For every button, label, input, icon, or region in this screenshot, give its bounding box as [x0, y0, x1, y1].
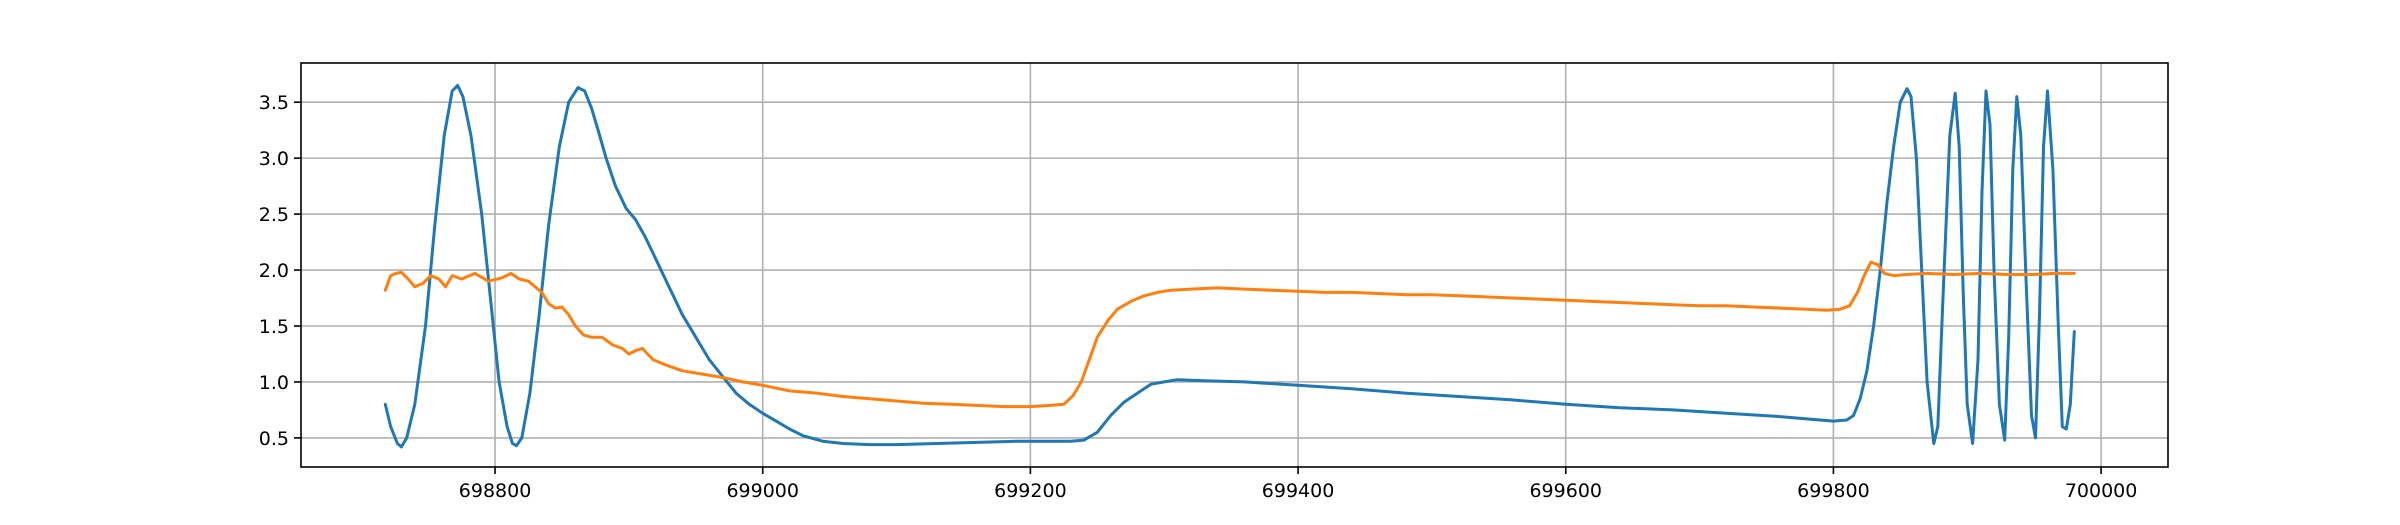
x-tick-label: 699000	[726, 480, 799, 502]
y-tick-label: 0.5	[259, 428, 289, 450]
plot-area-frame	[300, 62, 2169, 468]
x-tick-label: 699600	[1529, 480, 1602, 502]
x-tick-label: 700000	[2065, 480, 2138, 502]
y-tick-label: 1.5	[259, 316, 289, 338]
series-line-2	[383, 260, 2076, 409]
series-line-1	[383, 83, 2076, 449]
x-tick-label: 699200	[994, 480, 1067, 502]
x-tick-label: 699800	[1797, 480, 1870, 502]
y-axis: 0.5 1.0 1.5 2.0 2.5 3.0 3.5	[259, 92, 301, 450]
series-lines	[383, 83, 2076, 449]
x-tick-label: 698800	[459, 480, 532, 502]
y-tick-label: 2.0	[259, 260, 289, 282]
x-tick-label: 699400	[1262, 480, 1335, 502]
y-tick-label: 3.5	[259, 92, 289, 114]
y-tick-label: 3.0	[259, 148, 289, 170]
x-axis: 698800 699000 699200 699400 699600 699800 7000…	[459, 467, 2138, 502]
grid	[301, 63, 2168, 467]
y-tick-label: 1.0	[259, 372, 289, 394]
y-tick-label: 2.5	[259, 204, 289, 226]
